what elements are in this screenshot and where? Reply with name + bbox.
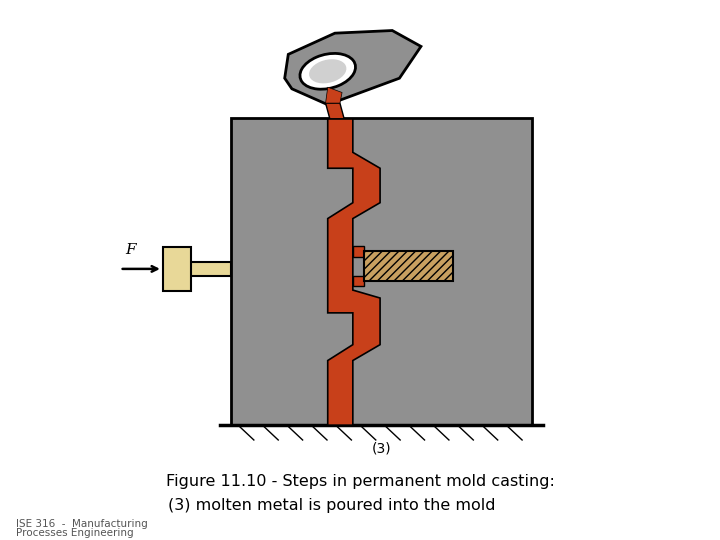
Text: ISE 316  -  Manufacturing: ISE 316 - Manufacturing [16,519,148,529]
Polygon shape [325,103,344,119]
Text: F: F [125,243,135,257]
Bar [231,118,532,425]
Polygon shape [163,247,192,291]
Ellipse shape [300,53,356,89]
Polygon shape [184,262,231,276]
Polygon shape [284,31,421,105]
Bar [364,252,453,281]
Polygon shape [325,87,342,103]
Ellipse shape [309,59,346,83]
Text: (3) molten metal is poured into the mold: (3) molten metal is poured into the mold [168,498,495,513]
Polygon shape [353,246,364,256]
Polygon shape [353,276,364,286]
Text: Figure 11.10 ‐ Steps in permanent mold casting:: Figure 11.10 ‐ Steps in permanent mold c… [166,474,554,489]
Text: Processes Engineering: Processes Engineering [16,528,133,538]
Polygon shape [328,119,380,425]
Text: (3): (3) [372,442,392,456]
